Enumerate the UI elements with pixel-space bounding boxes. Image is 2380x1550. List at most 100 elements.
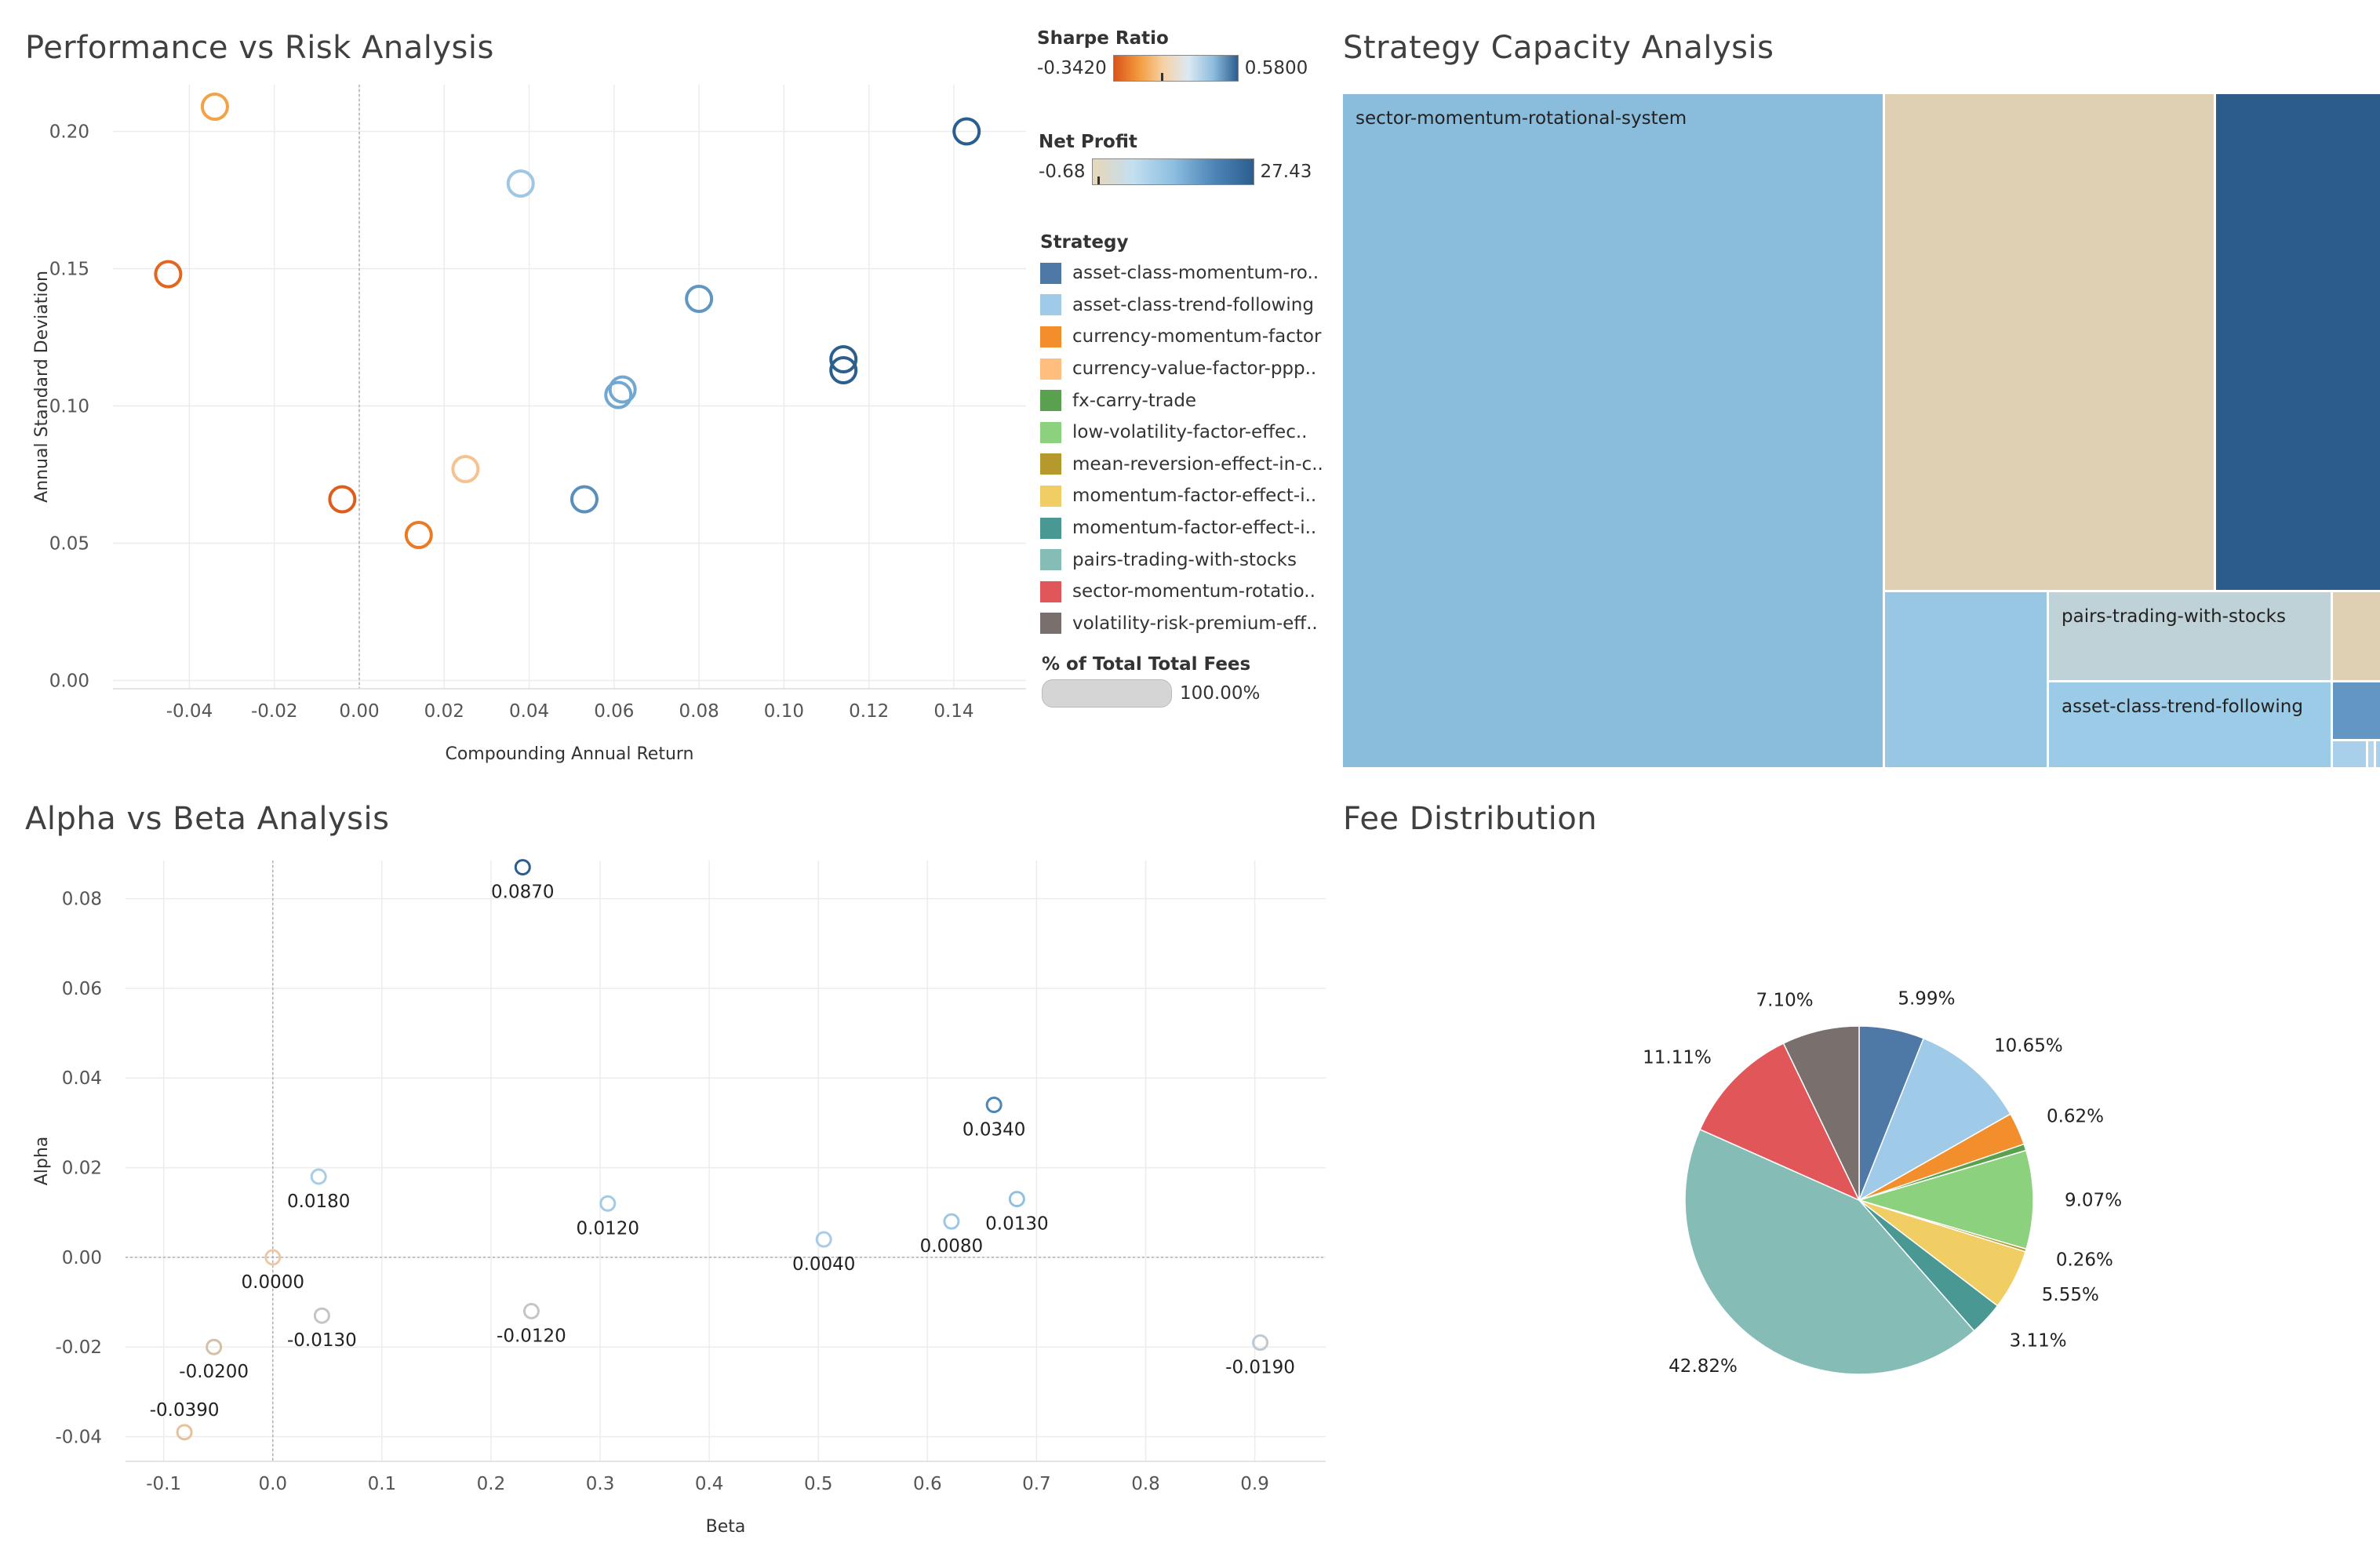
strategy-legend-item[interactable]: momentum-factor-effect-i.. (1040, 480, 1338, 512)
data-point (264, 1249, 282, 1266)
x-tick-label: 0.7 (1022, 1474, 1051, 1494)
data-point (514, 859, 531, 876)
pie-slice (1699, 1042, 1861, 1202)
treemap-cell[interactable] (2333, 592, 2380, 680)
strategy-label: currency-value-factor-ppp.. (1072, 358, 1317, 380)
treemap-cell[interactable]: asset-class-trend-following (2049, 682, 2331, 767)
fees-legend-title: % of Total Total Fees (1042, 654, 1251, 675)
treemap-cell[interactable] (1885, 592, 2047, 767)
pie-slice-label: 9.07% (2065, 1190, 2122, 1210)
y-tick-label: 0.06 (62, 979, 102, 999)
x-tick-label: 0.08 (679, 701, 719, 722)
strategy-swatch (1040, 453, 1061, 475)
x-axis-title: Compounding Annual Return (445, 744, 693, 764)
data-point (604, 380, 633, 409)
data-point (206, 1338, 223, 1355)
strategy-label: asset-class-momentum-ro.. (1072, 263, 1319, 284)
pie-slice-label: 10.65% (1994, 1035, 2063, 1056)
performance-risk-chart[interactable]: -0.04 -0.02 0.00 0.02 0.04 0.06 0.08 0.10 0.12 0.… (0, 0, 1043, 773)
x-tick-label: 0.00 (339, 701, 379, 722)
fees-legend: % of Total Total Fees 100.00% (1042, 654, 1340, 708)
strategy-label: asset-class-trend-following (1072, 294, 1314, 315)
treemap-cell[interactable] (2216, 94, 2380, 590)
x-tick-label: 0.10 (764, 701, 804, 722)
data-label: -0.0390 (150, 1400, 220, 1421)
data-point (1008, 1191, 1025, 1208)
data-point (685, 285, 714, 313)
strategy-legend-item[interactable]: low-volatility-factor-effec.. (1040, 417, 1338, 449)
strategy-legend-item[interactable]: volatility-risk-premium-eff.. (1040, 608, 1338, 640)
strategy-swatch (1040, 358, 1061, 380)
treemap-cell[interactable] (2368, 741, 2374, 767)
strategy-legend-title: Strategy (1040, 232, 1129, 253)
y-tick-label: 0.20 (49, 122, 89, 143)
x-tick-label: 0.12 (849, 701, 889, 722)
strategy-label: fx-carry-trade (1072, 390, 1197, 411)
data-point (952, 117, 981, 146)
sharpe-max-label: 0.5800 (1244, 58, 1308, 78)
strategy-legend-item[interactable]: asset-class-trend-following (1040, 289, 1338, 322)
capacity-treemap: sector-momentum-rotational-system pairs-t… (1343, 94, 2380, 767)
pie-slice-label: 5.99% (1898, 989, 1955, 1010)
fee-pie-chart[interactable]: 5.99% 10.65% 0.62% 9.07% 0.26% 5.55% 3.11% 42.8… (1334, 773, 2380, 1550)
strategy-label: low-volatility-factor-effec.. (1072, 422, 1308, 443)
data-point (200, 93, 229, 121)
net-profit-color-ramp[interactable] (1091, 158, 1254, 185)
strategy-legend-item[interactable]: currency-value-factor-ppp.. (1040, 353, 1338, 385)
data-label: -0.0120 (497, 1326, 566, 1347)
strategy-legend-item[interactable]: mean-reversion-effect-in-c.. (1040, 449, 1338, 481)
strategy-label: mean-reversion-effect-in-c.. (1072, 453, 1323, 475)
treemap-cell[interactable] (2376, 741, 2380, 767)
alpha-beta-chart[interactable]: -0.1 0.0 0.1 0.2 0.3 0.4 0.5 0.6 0.7 0.8 0.9 -0.04 -… (0, 773, 1334, 1550)
data-point (176, 1424, 193, 1441)
y-tick-label: 0.04 (62, 1068, 102, 1089)
data-label: 0.0080 (920, 1236, 983, 1257)
strategy-legend-item[interactable]: currency-momentum-factor (1040, 321, 1338, 353)
x-tick-label: 0.02 (424, 701, 464, 722)
strategy-swatch (1040, 262, 1061, 284)
strategy-legend-item[interactable]: sector-momentum-rotatio.. (1040, 576, 1338, 608)
fees-size-swatch[interactable] (1042, 679, 1172, 708)
treemap-cell-label: sector-momentum-rotational-system (1356, 108, 1687, 129)
strategy-swatch (1040, 549, 1061, 571)
strategy-legend-item[interactable]: momentum-factor-effect-i.. (1040, 512, 1338, 544)
data-label: 0.0870 (491, 882, 554, 903)
treemap-cell[interactable] (1885, 94, 2214, 590)
fee-panel: Fee Distribution 5.99% 10.65% 0.62% 9.07% 0.… (1334, 773, 2380, 1550)
x-tick-label: 0.06 (594, 701, 634, 722)
data-label: 0.0120 (577, 1218, 639, 1239)
treemap-cell[interactable]: sector-momentum-rotational-system (1343, 94, 1883, 767)
strategy-swatch (1040, 613, 1061, 635)
sharpe-color-ramp[interactable] (1112, 55, 1239, 82)
x-tick-label: 0.3 (586, 1474, 615, 1494)
pie-slice (1857, 1149, 2034, 1250)
net-profit-legend: Net Profit -0.68 27.43 (1039, 132, 1337, 185)
data-label: 0.0340 (963, 1120, 1025, 1141)
strategy-legend-item[interactable]: asset-class-momentum-ro.. (1040, 257, 1338, 289)
data-point (313, 1307, 330, 1324)
y-tick-label: 0.00 (49, 671, 89, 692)
sharpe-legend: Sharpe Ratio -0.3420 0.5800 (1037, 28, 1335, 82)
treemap-cell[interactable] (2333, 682, 2380, 739)
pie-slice-label: 11.11% (1643, 1048, 1712, 1068)
data-point (570, 485, 599, 514)
treemap-cell-label: pairs-trading-with-stocks (2062, 606, 2286, 627)
strategy-label: momentum-factor-effect-i.. (1072, 486, 1317, 507)
treemap-cell[interactable]: pairs-trading-with-stocks (2049, 592, 2331, 680)
pie-slice-label: 3.11% (2010, 1331, 2067, 1352)
pie-slice-label: 0.62% (2047, 1107, 2104, 1127)
x-tick-label: 0.14 (933, 701, 973, 722)
strategy-legend-item[interactable]: pairs-trading-with-stocks (1040, 544, 1338, 576)
pie-labels: 5.99% 10.65% 0.62% 9.07% 0.26% 5.55% 3.11% 42.8… (1643, 989, 2122, 1377)
plot-area: -0.04 -0.02 0.00 0.02 0.04 0.06 0.08 0.10 0.12 0.… (32, 85, 1026, 764)
strategy-legend: Strategy asset-class-momentum-ro.. asset-… (1040, 232, 1338, 639)
x-tick-label: 0.2 (477, 1474, 506, 1494)
x-axis-title: Beta (706, 1517, 746, 1537)
treemap-cell[interactable] (2333, 741, 2366, 767)
x-tick-label: 0.6 (913, 1474, 942, 1494)
strategy-legend-item[interactable]: fx-carry-trade (1040, 384, 1338, 417)
data-label: -0.0200 (179, 1362, 249, 1382)
strategy-swatch (1040, 485, 1061, 507)
fee-title: Fee Distribution (1343, 801, 1598, 837)
pie-slice-label: 0.26% (2056, 1250, 2113, 1271)
